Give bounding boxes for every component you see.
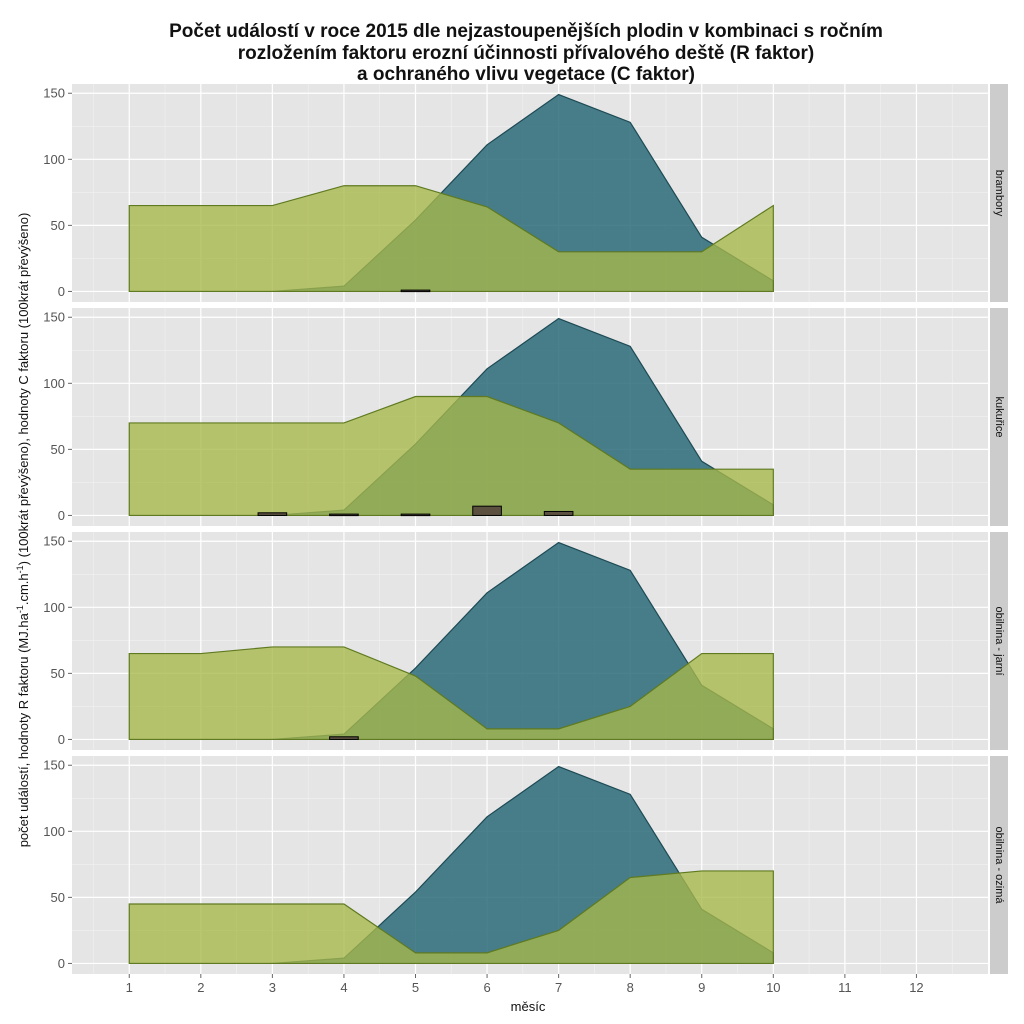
y-tick-label: 0 — [58, 956, 65, 971]
x-tick-label: 5 — [412, 980, 419, 995]
facet-strip-label: obilnina - jarní — [993, 606, 1005, 675]
x-tick-label: 7 — [555, 980, 562, 995]
y-axis-title-part-2: .cm.h — [16, 573, 31, 605]
x-tick-label: 6 — [483, 980, 490, 995]
event-count-bar — [329, 513, 359, 517]
facet-panel: 0 50 100 150 brambory — [43, 84, 1008, 302]
y-tick-label: 150 — [43, 310, 65, 325]
y-axis-title-part-3: ) (100krát převýšeno), hodnoty C faktoru… — [16, 213, 31, 566]
event-count-bar — [329, 736, 359, 740]
y-axis-title-superscript-1: -1 — [15, 605, 25, 613]
chart-title-line-3: a ochraného vlivu vegetace (C faktor) — [357, 64, 695, 85]
facet-panels: 0 50 100 150 brambory 0 50 100 150 kukuřice 0 50 100… — [43, 84, 1008, 974]
y-tick-label: 150 — [43, 86, 65, 101]
facet-panel: 0 50 100 150 kukuřice — [43, 308, 1008, 526]
y-tick-label: 50 — [51, 666, 65, 681]
facet-strip — [990, 532, 1008, 750]
y-tick-label: 0 — [58, 284, 65, 299]
x-tick-label: 12 — [909, 980, 923, 995]
chart-title-line-1: Počet událostí v roce 2015 dle nejzastou… — [169, 21, 883, 42]
facet-strip-label: obilnina - ozimá — [993, 826, 1005, 904]
y-tick-label: 100 — [43, 824, 65, 839]
y-tick-label: 50 — [51, 890, 65, 905]
x-tick-label: 3 — [269, 980, 276, 995]
event-count-bar — [400, 289, 431, 293]
x-tick-label: 2 — [197, 980, 204, 995]
c-factor-area — [128, 870, 774, 965]
event-count-bar — [472, 505, 502, 516]
y-axis-title-superscript-2: -1 — [15, 565, 25, 573]
c-factor-area — [128, 395, 774, 517]
y-tick-label: 100 — [43, 600, 65, 615]
facet-strip-label: brambory — [993, 170, 1005, 217]
facet-panel: 0 50 100 150 obilnina - jarní — [43, 532, 1008, 750]
y-tick-label: 150 — [43, 758, 65, 773]
x-tick-label: 10 — [766, 980, 780, 995]
event-count-bar — [400, 513, 431, 517]
c-factor-area — [128, 646, 774, 741]
y-tick-label: 0 — [58, 732, 65, 747]
facet-strip-label: kukuřice — [993, 397, 1005, 438]
x-tick-label: 8 — [627, 980, 634, 995]
y-tick-label: 50 — [51, 218, 65, 233]
facet-strip — [990, 84, 1008, 302]
event-count-bar — [257, 512, 288, 516]
y-tick-label: 150 — [43, 534, 65, 549]
chart-title: Počet událostí v roce 2015 dle nejzastou… — [169, 21, 883, 85]
x-tick-label: 1 — [126, 980, 133, 995]
y-tick-label: 100 — [43, 152, 65, 167]
y-tick-label: 50 — [51, 442, 65, 457]
y-tick-label: 0 — [58, 508, 65, 523]
event-count-bar — [543, 510, 574, 516]
y-axis-title: počet událostí, hodnoty R faktoru (MJ.ha… — [15, 213, 31, 848]
chart-title-line-2: rozložením faktoru erozní účinnosti přív… — [238, 43, 814, 64]
x-axis: 1 2 3 4 5 6 7 8 9 10 11 12 — [126, 974, 924, 995]
x-tick-label: 11 — [838, 980, 852, 995]
x-tick-label: 4 — [340, 980, 347, 995]
y-tick-label: 100 — [43, 376, 65, 391]
x-tick-label: 9 — [698, 980, 705, 995]
x-axis-title: měsíc — [511, 999, 546, 1014]
y-axis-title-part-1: počet událostí, hodnoty R faktoru (MJ.ha — [16, 612, 31, 847]
facet-strip — [990, 756, 1008, 974]
c-factor-area — [128, 185, 774, 293]
facet-panel: 0 50 100 150 obilnina - ozimá — [43, 756, 1008, 974]
facet-strip — [990, 308, 1008, 526]
